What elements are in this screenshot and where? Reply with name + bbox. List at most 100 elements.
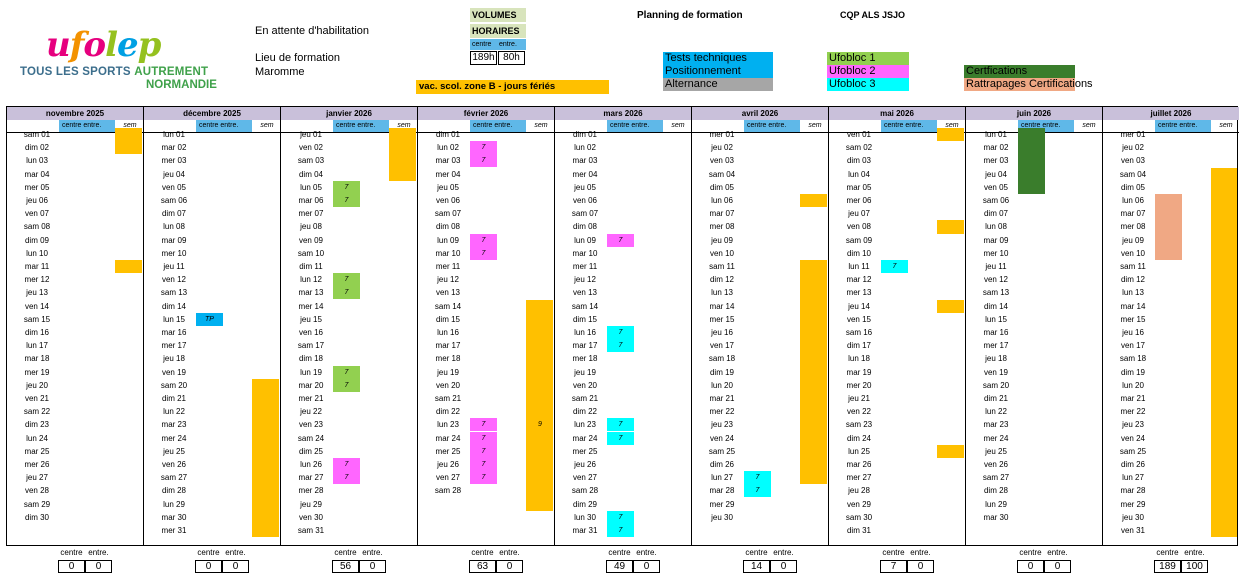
total-centre-value: 0 <box>1017 560 1044 573</box>
day-label: jeu 13 <box>26 288 48 298</box>
day-label: lun 01 <box>985 130 1007 139</box>
day-label: lun 02 <box>437 143 459 153</box>
total-centre-value: 7 <box>880 560 907 573</box>
day-label: lun 09 <box>437 235 459 245</box>
day-label: mer 03 <box>983 156 1009 166</box>
session-cell[interactable]: 7 <box>607 431 634 445</box>
session-cell[interactable]: 7 <box>607 418 634 432</box>
day-label: mar 20 <box>298 380 324 390</box>
total-entre-label: entre. <box>88 548 109 557</box>
session-cell[interactable]: 7 <box>744 471 771 485</box>
day-label: mar 19 <box>846 367 872 377</box>
day-label: dim 05 <box>709 182 734 192</box>
session-cell[interactable]: 7 <box>607 524 634 537</box>
day-label: dim 02 <box>24 143 49 153</box>
day-label: sam 24 <box>297 433 325 443</box>
session-cell[interactable]: 7 <box>470 233 497 247</box>
month-header: novembre 2025 <box>7 107 143 120</box>
month-header: juin 2026 <box>966 107 1102 120</box>
day-label: mer 13 <box>846 288 872 298</box>
centre-col-label: centre entre. <box>744 120 800 132</box>
day-label: lun 12 <box>300 275 322 285</box>
day-label: sam 06 <box>160 196 188 205</box>
session-cell[interactable]: 7 <box>881 260 908 273</box>
session-cell[interactable]: 7 <box>470 154 497 168</box>
day-label: dim 31 <box>846 526 871 535</box>
session-cell[interactable]: 7 <box>333 194 360 207</box>
day-label: mar 13 <box>298 288 324 298</box>
vol-centre-value: 189h <box>470 51 497 65</box>
header-divider <box>144 132 280 133</box>
day-label: jeu 18 <box>163 354 185 364</box>
day-label: jeu 11 <box>985 262 1007 271</box>
day-label: ven 06 <box>572 196 598 205</box>
day-label: lun 06 <box>711 196 733 205</box>
session-cell[interactable]: 7 <box>470 444 497 458</box>
day-label: jeu 19 <box>437 367 459 377</box>
month-header: décembre 2025 <box>144 107 280 120</box>
day-label: lun 06 <box>1122 196 1144 205</box>
header-divider <box>281 132 417 133</box>
total-centre-label: centre <box>1156 548 1179 557</box>
day-label: mar 03 <box>572 156 598 166</box>
day-label: lun 04 <box>848 169 870 179</box>
session-cell[interactable]: 7 <box>470 141 497 155</box>
day-label: ven 12 <box>983 275 1009 285</box>
session-cell[interactable]: 7 <box>470 431 497 445</box>
centre-col-label: centre entre. <box>607 120 663 132</box>
day-label: ven 05 <box>983 182 1009 192</box>
total-centre-value: 49 <box>606 560 633 573</box>
session-cell[interactable]: 7 <box>470 458 497 471</box>
month-total: centre entre. 0 0 <box>195 548 249 574</box>
day-label: sam 15 <box>23 314 51 324</box>
ufolep-logo: ufolep TOUS LES SPORTS AUTREMENT NORMAND… <box>20 26 232 96</box>
session-cell[interactable]: 7 <box>333 458 360 471</box>
session-cell[interactable]: 7 <box>333 378 360 392</box>
month-header: avril 2026 <box>692 107 828 120</box>
session-cell[interactable]: 7 <box>607 326 634 339</box>
centre-col-label: centre entre. <box>196 120 252 132</box>
session-cell[interactable]: 7 <box>607 339 634 353</box>
total-entre-value: 0 <box>907 560 934 573</box>
session-cell[interactable]: 7 <box>333 180 360 194</box>
day-label: ven 31 <box>1120 526 1146 535</box>
vacation-bar <box>1211 167 1237 538</box>
day-label: dim 21 <box>983 394 1008 403</box>
day-label: jeu 16 <box>1122 328 1144 337</box>
total-entre-label: entre. <box>225 548 246 557</box>
session-cell[interactable]: 7 <box>333 286 360 300</box>
day-label: dim 08 <box>435 222 460 232</box>
day-label: sam 10 <box>297 248 325 258</box>
vacation-bar <box>115 260 142 274</box>
total-entre-value: 0 <box>222 560 249 573</box>
day-label: ven 10 <box>1120 248 1146 258</box>
day-label: ven 17 <box>709 341 735 351</box>
cqp-title: CQP ALS JSJO <box>840 10 906 20</box>
day-label: mer 03 <box>161 156 187 166</box>
day-label: mer 17 <box>161 341 187 351</box>
session-cell[interactable]: 7 <box>470 471 497 485</box>
session-cell[interactable]: 7 <box>607 510 634 524</box>
day-label: dim 15 <box>572 314 597 324</box>
day-label: mar 10 <box>572 248 598 258</box>
session-cell[interactable]: TP <box>196 312 223 326</box>
session-cell[interactable]: 7 <box>470 246 497 260</box>
day-label: ven 27 <box>572 473 598 483</box>
session-cell[interactable]: 7 <box>744 484 771 498</box>
day-label: mar 18 <box>24 354 50 364</box>
centre-col-label: centre entre. <box>470 120 526 132</box>
total-centre-label: centre <box>471 548 494 557</box>
day-label: dim 22 <box>435 407 460 417</box>
day-label: mer 28 <box>298 486 324 496</box>
logo-wordmark: ufolep <box>46 25 161 65</box>
session-cell[interactable]: 7 <box>470 418 497 432</box>
month-column: janvier 2026 centre entre. sem jeu 01 ven 02… <box>281 107 418 545</box>
session-cell[interactable]: 7 <box>333 365 360 379</box>
day-label: mer 31 <box>161 526 187 535</box>
session-cell[interactable]: 7 <box>607 233 634 247</box>
session-cell[interactable]: 7 <box>333 471 360 485</box>
month-column: novembre 2025 centre entre. sem sam 01 dim 0… <box>7 107 144 545</box>
day-label: lun 19 <box>300 367 322 377</box>
session-cell[interactable]: 7 <box>333 273 360 287</box>
day-label: lun 16 <box>437 328 459 337</box>
